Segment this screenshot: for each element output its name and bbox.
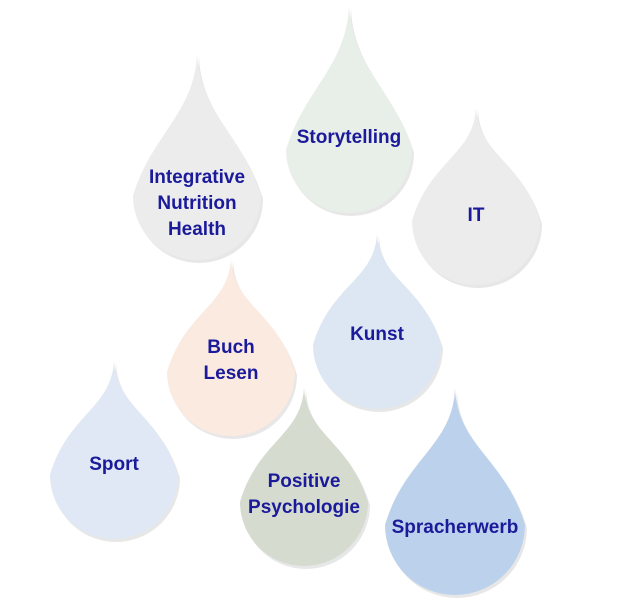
drop-kunst: Kunst	[313, 233, 443, 412]
drop-storytelling: Storytelling	[286, 5, 414, 216]
drop-label: Lesen	[204, 363, 259, 384]
drop-label: Positive	[268, 471, 341, 492]
drop-label: Nutrition	[157, 193, 236, 214]
drop-buch-lesen: Buch Lesen	[167, 258, 297, 439]
drop-label: Sport	[89, 454, 139, 475]
drop-label: Spracherwerb	[392, 517, 519, 538]
drop-spracherwerb: Spracherwerb	[385, 388, 527, 598]
drop-integrative-nutrition-health: Integrative Nutrition Health	[133, 53, 263, 263]
drop-shape	[286, 5, 412, 213]
drop-sport: Sport	[50, 360, 180, 542]
drop-label: Kunst	[350, 324, 405, 345]
drop-label: Health	[168, 219, 226, 240]
drop-label: Integrative	[149, 167, 245, 188]
drop-label: IT	[468, 205, 485, 226]
drop-shape	[133, 53, 261, 260]
drop-shape	[240, 387, 368, 566]
drop-shape	[50, 360, 178, 539]
drop-shape	[313, 233, 441, 409]
drop-shape	[167, 258, 295, 436]
drop-label: Storytelling	[297, 127, 402, 148]
drop-shape	[412, 107, 540, 285]
drop-positive-psychologie: Positive Psychologie	[240, 387, 370, 569]
drop-shape	[385, 388, 525, 595]
drop-label: Buch	[207, 337, 255, 358]
drop-it: IT	[412, 107, 542, 288]
drop-label: Psychologie	[248, 497, 360, 518]
